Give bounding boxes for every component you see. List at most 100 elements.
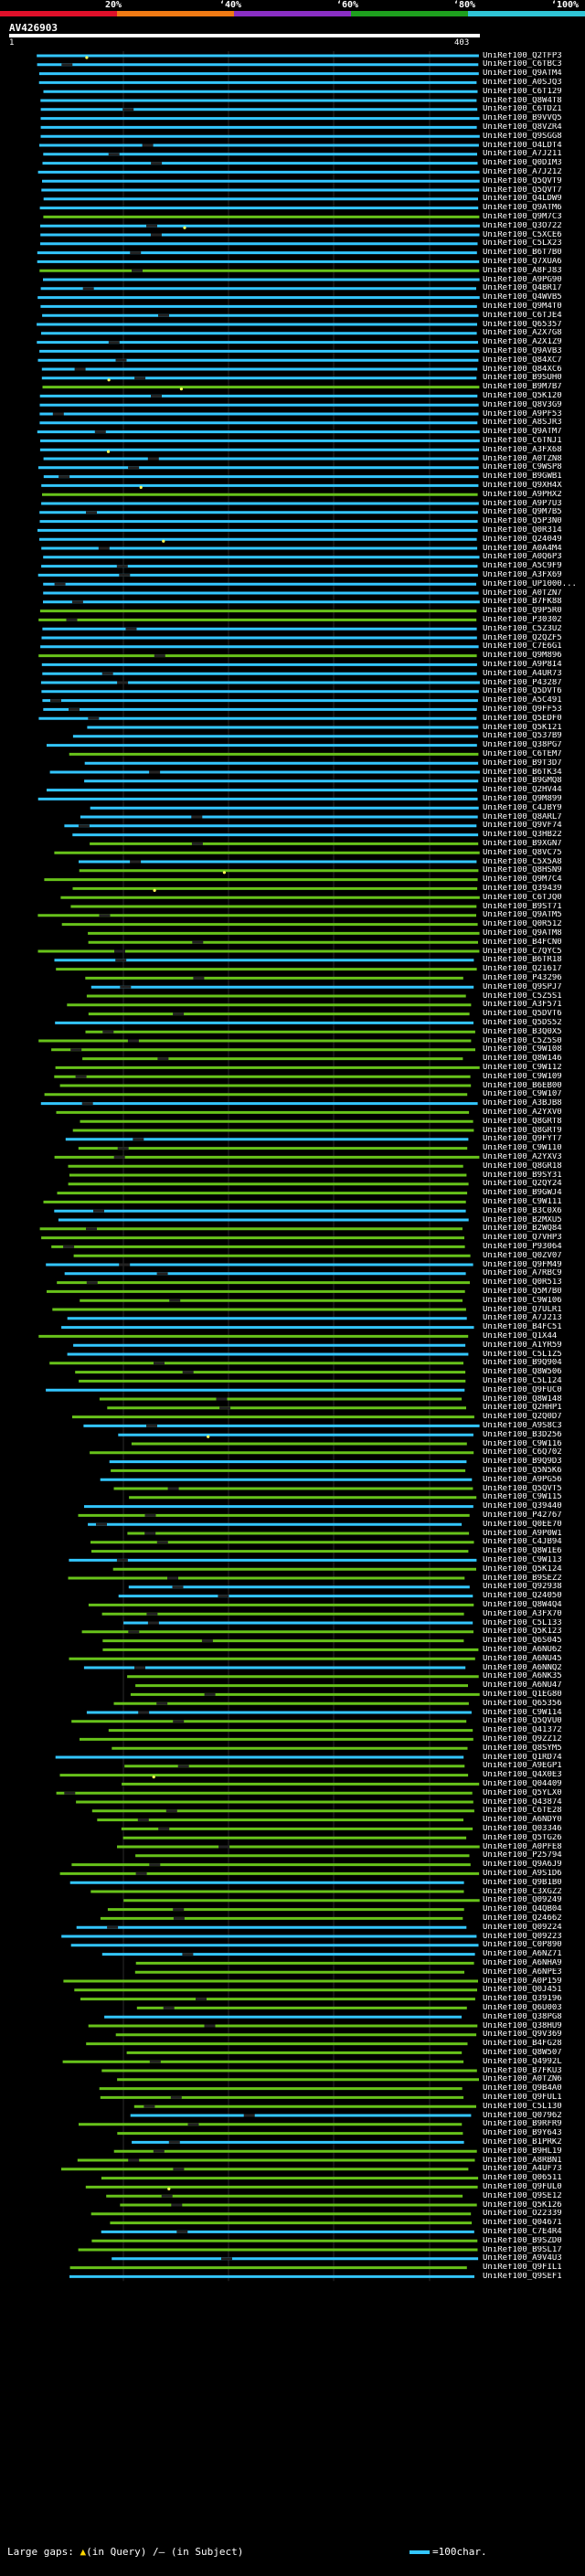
hit-label[interactable]: UniRef100_C9W107 bbox=[483, 1090, 562, 1099]
hit-label[interactable]: UniRef100_Q41372 bbox=[483, 1726, 562, 1735]
hit-label[interactable]: UniRef100_A6NK35 bbox=[483, 1672, 562, 1681]
hit-label[interactable]: UniRef100_B3D256 bbox=[483, 1430, 562, 1439]
hit-label[interactable]: UniRef100_Q9SEF1 bbox=[483, 2272, 562, 2281]
hit-label[interactable]: UniRef100_Q9B1B0 bbox=[483, 1878, 562, 1887]
hit-label[interactable]: UniRef100_Q9ATM6 bbox=[483, 204, 562, 213]
hit-label[interactable]: UniRef100_A0SJQ3 bbox=[483, 78, 562, 87]
hit-label[interactable]: UniRef100_Q0R512 bbox=[483, 920, 562, 929]
hit-label[interactable]: UniRef100_B9SL17 bbox=[483, 2245, 562, 2254]
hit-label[interactable]: UniRef100_C3XGZ2 bbox=[483, 1887, 562, 1896]
hit-label[interactable]: UniRef100_C5Z5S0 bbox=[483, 1036, 562, 1045]
hit-label[interactable]: UniRef100_Q4QB04 bbox=[483, 1905, 562, 1914]
hit-label[interactable]: UniRef100_A9S8C3 bbox=[483, 1421, 562, 1430]
hit-label[interactable]: UniRef100_Q03346 bbox=[483, 1824, 562, 1833]
hit-label[interactable]: UniRef100_Q84XC7 bbox=[483, 355, 562, 365]
hit-label[interactable]: UniRef100_P93064 bbox=[483, 1242, 562, 1251]
hit-label[interactable]: UniRef100_Q21617 bbox=[483, 965, 562, 974]
hit-label[interactable]: UniRef100_A0Q6P3 bbox=[483, 553, 562, 562]
hit-label[interactable]: UniRef100_C5Z3U2 bbox=[483, 624, 562, 633]
hit-label[interactable]: UniRef100_C5LX23 bbox=[483, 239, 562, 249]
hit-label[interactable]: UniRef100_Q5DVT6 bbox=[483, 1010, 562, 1019]
hit-label[interactable]: UniRef100_Q5EDF0 bbox=[483, 714, 562, 723]
hit-label[interactable]: UniRef100_Q9M7B5 bbox=[483, 508, 562, 517]
hit-label[interactable]: UniRef100_Q2HHP1 bbox=[483, 1404, 562, 1413]
hit-label[interactable]: UniRef100_Q9VF74 bbox=[483, 822, 562, 831]
hit-label[interactable]: UniRef100_A0PFE8 bbox=[483, 1842, 562, 1851]
hit-label[interactable]: UniRef100_Q24050 bbox=[483, 1592, 562, 1601]
hit-label[interactable]: UniRef100_Q9FIL1 bbox=[483, 2263, 562, 2273]
hit-label[interactable]: UniRef100_Q04409 bbox=[483, 1779, 562, 1788]
hit-label[interactable]: UniRef100_B9XGN7 bbox=[483, 839, 562, 848]
hit-label[interactable]: UniRef100_Q8GRT9 bbox=[483, 1126, 562, 1135]
hit-label[interactable]: UniRef100_Q1EG80 bbox=[483, 1690, 562, 1699]
hit-label[interactable]: UniRef100_Q4X0E3 bbox=[483, 1771, 562, 1780]
hit-label[interactable]: UniRef100_Q8W506 bbox=[483, 1368, 562, 1377]
hit-label[interactable]: UniRef100_C5L130 bbox=[483, 2102, 562, 2111]
hit-label[interactable]: UniRef100_A3FX70 bbox=[483, 1609, 562, 1618]
hit-label[interactable]: UniRef100_Q9P5R0 bbox=[483, 607, 562, 616]
hit-label[interactable]: UniRef100_P43287 bbox=[483, 678, 562, 687]
hit-label[interactable]: UniRef100_A6NU62 bbox=[483, 1645, 562, 1654]
hit-label[interactable]: UniRef100_Q8W4Q4 bbox=[483, 1600, 562, 1609]
hit-label[interactable]: UniRef100_B9GWJ4 bbox=[483, 1189, 562, 1198]
hit-label[interactable]: UniRef100_Q2Q0D7 bbox=[483, 1413, 562, 1422]
hit-label[interactable]: UniRef100_Q9ATM5 bbox=[483, 911, 562, 920]
hit-label[interactable]: UniRef100_B9SEZ2 bbox=[483, 1574, 562, 1583]
hit-label[interactable]: UniRef100_C6TJQ0 bbox=[483, 893, 562, 902]
hit-label[interactable]: UniRef100_Q9ATM8 bbox=[483, 928, 562, 938]
hit-label[interactable]: UniRef100_Q6S045 bbox=[483, 1637, 562, 1646]
hit-label[interactable]: UniRef100_Q9FUL0 bbox=[483, 2182, 562, 2191]
hit-label[interactable]: UniRef100_C9WSP8 bbox=[483, 463, 562, 472]
hit-label[interactable]: UniRef100_C9W112 bbox=[483, 1063, 562, 1072]
hit-label[interactable]: UniRef100_Q8W146 bbox=[483, 1055, 562, 1064]
hit-label[interactable]: UniRef100_Q06511 bbox=[483, 2174, 562, 2183]
hit-label[interactable]: UniRef100_Q2QY24 bbox=[483, 1180, 562, 1189]
hit-label[interactable]: UniRef100_Q92938 bbox=[483, 1583, 562, 1592]
hit-label[interactable]: UniRef100_A8RBN1 bbox=[483, 2156, 562, 2165]
hit-label[interactable]: UniRef100_A1YR59 bbox=[483, 1341, 562, 1350]
hit-label[interactable]: UniRef100_Q2HV44 bbox=[483, 786, 562, 795]
hit-label[interactable]: UniRef100_Q38PG8 bbox=[483, 2012, 562, 2021]
hit-label[interactable]: UniRef100_Q7VHP3 bbox=[483, 1234, 562, 1243]
hit-label[interactable]: UniRef100_Q1RD74 bbox=[483, 1753, 562, 1762]
hit-label[interactable]: UniRef100_Q5P3N0 bbox=[483, 517, 562, 526]
hit-label[interactable]: UniRef100_Q1X44 bbox=[483, 1331, 558, 1341]
hit-label[interactable]: UniRef100_A3BJB8 bbox=[483, 1099, 562, 1108]
hit-label[interactable]: UniRef100_Q3HB22 bbox=[483, 831, 562, 840]
hit-label[interactable]: UniRef100_C4JB94 bbox=[483, 1538, 562, 1547]
hit-label[interactable]: UniRef100_Q0R513 bbox=[483, 1278, 562, 1288]
hit-label[interactable]: UniRef100_Q9V369 bbox=[483, 2030, 562, 2040]
hit-label[interactable]: UniRef100_B9Y643 bbox=[483, 2129, 562, 2138]
hit-label[interactable]: UniRef100_O22339 bbox=[483, 2210, 562, 2219]
hit-label[interactable]: UniRef100_Q0ZV07 bbox=[483, 1251, 562, 1260]
hit-label[interactable]: UniRef100_B9VVQ5 bbox=[483, 114, 562, 123]
hit-label[interactable]: UniRef100_B2MXU5 bbox=[483, 1215, 562, 1224]
hit-label[interactable]: UniRef100_O4LDT4 bbox=[483, 141, 562, 150]
hit-label[interactable]: UniRef100_A0TZN7 bbox=[483, 588, 562, 598]
hit-label[interactable]: UniRef100_A2X7G8 bbox=[483, 329, 562, 338]
hit-label[interactable]: UniRef100_Q3O722 bbox=[483, 221, 562, 230]
hit-label[interactable]: UniRef100_Q07962 bbox=[483, 2111, 562, 2120]
hit-label[interactable]: UniRef100_Q9M7C3 bbox=[483, 212, 562, 221]
hit-label[interactable]: UniRef100_C9W111 bbox=[483, 1197, 562, 1206]
hit-label[interactable]: UniRef100_Q8VC75 bbox=[483, 848, 562, 857]
hit-label[interactable]: UniRef100_Q9B4A0 bbox=[483, 2084, 562, 2094]
hit-label[interactable]: UniRef100_Q9M896 bbox=[483, 652, 562, 661]
hit-label[interactable]: UniRef100_A6NU47 bbox=[483, 1681, 562, 1691]
hit-label[interactable]: UniRef100_Q84XC6 bbox=[483, 365, 562, 374]
hit-label[interactable]: UniRef100_B2WQ84 bbox=[483, 1224, 562, 1234]
hit-label[interactable]: UniRef100_Q39196 bbox=[483, 1995, 562, 2004]
hit-label[interactable]: UniRef100_C9W108 bbox=[483, 1045, 562, 1055]
hit-label[interactable]: UniRef100_Q09224 bbox=[483, 1923, 562, 1932]
hit-label[interactable]: UniRef100_Q5K126 bbox=[483, 2200, 562, 2210]
hit-label[interactable]: UniRef100_Q38HU9 bbox=[483, 2021, 562, 2030]
hit-label[interactable]: UniRef100_C6TE28 bbox=[483, 1807, 562, 1816]
hit-label[interactable]: UniRef100_C9W106 bbox=[483, 1296, 562, 1305]
hit-label[interactable]: UniRef100_B9HL19 bbox=[483, 2147, 562, 2156]
hit-label[interactable]: UniRef100_C9W113 bbox=[483, 1555, 562, 1564]
hit-label[interactable]: UniRef100_B1PRK2 bbox=[483, 2137, 562, 2147]
hit-label[interactable]: UniRef100_A9P0W1 bbox=[483, 1529, 562, 1538]
hit-label[interactable]: UniRef100_Q9FM49 bbox=[483, 1260, 562, 1269]
hit-label[interactable]: UniRef100_C6TDZ1 bbox=[483, 105, 562, 114]
hit-label[interactable]: UniRef100_A9V4U3 bbox=[483, 2254, 562, 2263]
